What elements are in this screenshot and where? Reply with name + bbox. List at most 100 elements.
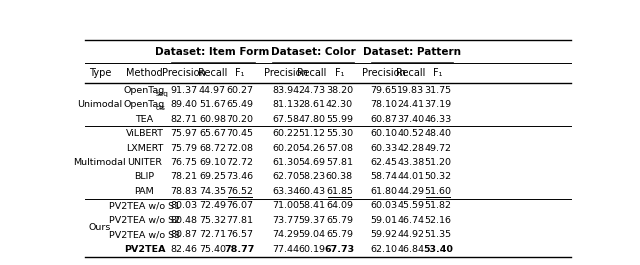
Text: 60.20: 60.20 — [273, 144, 300, 152]
Text: Recall: Recall — [198, 68, 227, 78]
Text: 65.79: 65.79 — [326, 216, 353, 225]
Text: 51.60: 51.60 — [424, 187, 452, 196]
Text: 46.33: 46.33 — [424, 114, 452, 123]
Text: 51.67: 51.67 — [199, 100, 226, 109]
Text: 55.99: 55.99 — [326, 114, 353, 123]
Text: 28.61: 28.61 — [299, 100, 326, 109]
Text: 51.20: 51.20 — [424, 158, 452, 167]
Text: seq: seq — [156, 91, 168, 97]
Text: 62.10: 62.10 — [371, 245, 397, 254]
Text: 74.29: 74.29 — [273, 231, 300, 240]
Text: 60.27: 60.27 — [226, 86, 253, 95]
Text: 60.22: 60.22 — [273, 129, 300, 138]
Text: OpenTag: OpenTag — [124, 86, 165, 95]
Text: 60.98: 60.98 — [199, 114, 226, 123]
Text: 71.00: 71.00 — [273, 201, 300, 210]
Text: F₁: F₁ — [433, 68, 443, 78]
Text: 91.37: 91.37 — [171, 86, 198, 95]
Text: PV2TEA: PV2TEA — [124, 245, 165, 254]
Text: Dataset: Pattern: Dataset: Pattern — [363, 47, 461, 57]
Text: 78.10: 78.10 — [371, 100, 397, 109]
Text: 46.74: 46.74 — [397, 216, 424, 225]
Text: TEA: TEA — [136, 114, 154, 123]
Text: LXMERT: LXMERT — [126, 144, 163, 152]
Text: 19.83: 19.83 — [397, 86, 424, 95]
Text: PV2TEA w/o S2: PV2TEA w/o S2 — [109, 216, 180, 225]
Text: 54.69: 54.69 — [299, 158, 326, 167]
Text: Dataset: Color: Dataset: Color — [271, 47, 356, 57]
Text: 44.97: 44.97 — [199, 86, 226, 95]
Text: 59.92: 59.92 — [371, 231, 397, 240]
Text: 60.10: 60.10 — [371, 129, 397, 138]
Text: 48.40: 48.40 — [424, 129, 452, 138]
Text: 64.09: 64.09 — [326, 201, 353, 210]
Text: 61.80: 61.80 — [371, 187, 397, 196]
Text: Precision: Precision — [362, 68, 406, 78]
Text: 62.70: 62.70 — [273, 173, 300, 182]
Text: 69.10: 69.10 — [199, 158, 226, 167]
Text: 67.58: 67.58 — [273, 114, 300, 123]
Text: Unimodal: Unimodal — [77, 100, 122, 109]
Text: Precision: Precision — [163, 68, 206, 78]
Text: 62.45: 62.45 — [371, 158, 397, 167]
Text: 40.52: 40.52 — [397, 129, 424, 138]
Text: OpenTag: OpenTag — [124, 100, 165, 109]
Text: 77.81: 77.81 — [226, 216, 253, 225]
Text: Method: Method — [126, 68, 163, 78]
Text: 69.25: 69.25 — [199, 173, 226, 182]
Text: 52.16: 52.16 — [424, 216, 452, 225]
Text: 24.73: 24.73 — [299, 86, 326, 95]
Text: 75.32: 75.32 — [199, 216, 226, 225]
Text: 70.20: 70.20 — [226, 114, 253, 123]
Text: 75.40: 75.40 — [199, 245, 226, 254]
Text: 61.85: 61.85 — [326, 187, 353, 196]
Text: cls: cls — [156, 105, 165, 111]
Text: 37.40: 37.40 — [397, 114, 424, 123]
Bar — [85, 242, 571, 257]
Text: 82.46: 82.46 — [171, 245, 198, 254]
Text: 44.29: 44.29 — [397, 187, 424, 196]
Text: 65.49: 65.49 — [226, 100, 253, 109]
Text: Type: Type — [89, 68, 111, 78]
Text: 72.08: 72.08 — [226, 144, 253, 152]
Text: 73.46: 73.46 — [226, 173, 253, 182]
Text: 70.45: 70.45 — [226, 129, 253, 138]
Text: Ours: Ours — [89, 223, 111, 232]
Text: 78.21: 78.21 — [171, 173, 198, 182]
Text: Dataset: Item Form: Dataset: Item Form — [156, 47, 270, 57]
Text: 83.94: 83.94 — [272, 86, 300, 95]
Text: 68.72: 68.72 — [199, 144, 226, 152]
Text: 65.67: 65.67 — [199, 129, 226, 138]
Text: 81.13: 81.13 — [272, 100, 300, 109]
Text: 76.52: 76.52 — [226, 187, 253, 196]
Text: PAM: PAM — [134, 187, 154, 196]
Text: F₁: F₁ — [235, 68, 244, 78]
Text: 44.01: 44.01 — [397, 173, 424, 182]
Text: 59.37: 59.37 — [299, 216, 326, 225]
Text: 72.72: 72.72 — [226, 158, 253, 167]
Text: 37.19: 37.19 — [424, 100, 452, 109]
Text: 60.33: 60.33 — [371, 144, 397, 152]
Text: 51.35: 51.35 — [424, 231, 452, 240]
Text: 77.44: 77.44 — [273, 245, 300, 254]
Text: 60.43: 60.43 — [299, 187, 326, 196]
Text: Recall: Recall — [298, 68, 327, 78]
Text: 76.07: 76.07 — [226, 201, 253, 210]
Text: Multimodal: Multimodal — [74, 158, 126, 167]
Text: 75.79: 75.79 — [171, 144, 198, 152]
Text: 55.30: 55.30 — [326, 129, 353, 138]
Text: 60.87: 60.87 — [371, 114, 397, 123]
Text: 42.30: 42.30 — [326, 100, 353, 109]
Text: 76.75: 76.75 — [171, 158, 198, 167]
Text: 43.38: 43.38 — [397, 158, 424, 167]
Text: 54.26: 54.26 — [299, 144, 326, 152]
Text: 78.77: 78.77 — [225, 245, 255, 254]
Text: 50.32: 50.32 — [424, 173, 452, 182]
Text: UNITER: UNITER — [127, 158, 162, 167]
Text: 78.83: 78.83 — [171, 187, 198, 196]
Text: 58.41: 58.41 — [299, 201, 326, 210]
Text: 38.20: 38.20 — [326, 86, 353, 95]
Text: 53.40: 53.40 — [423, 245, 453, 254]
Text: 57.08: 57.08 — [326, 144, 353, 152]
Text: 63.34: 63.34 — [272, 187, 300, 196]
